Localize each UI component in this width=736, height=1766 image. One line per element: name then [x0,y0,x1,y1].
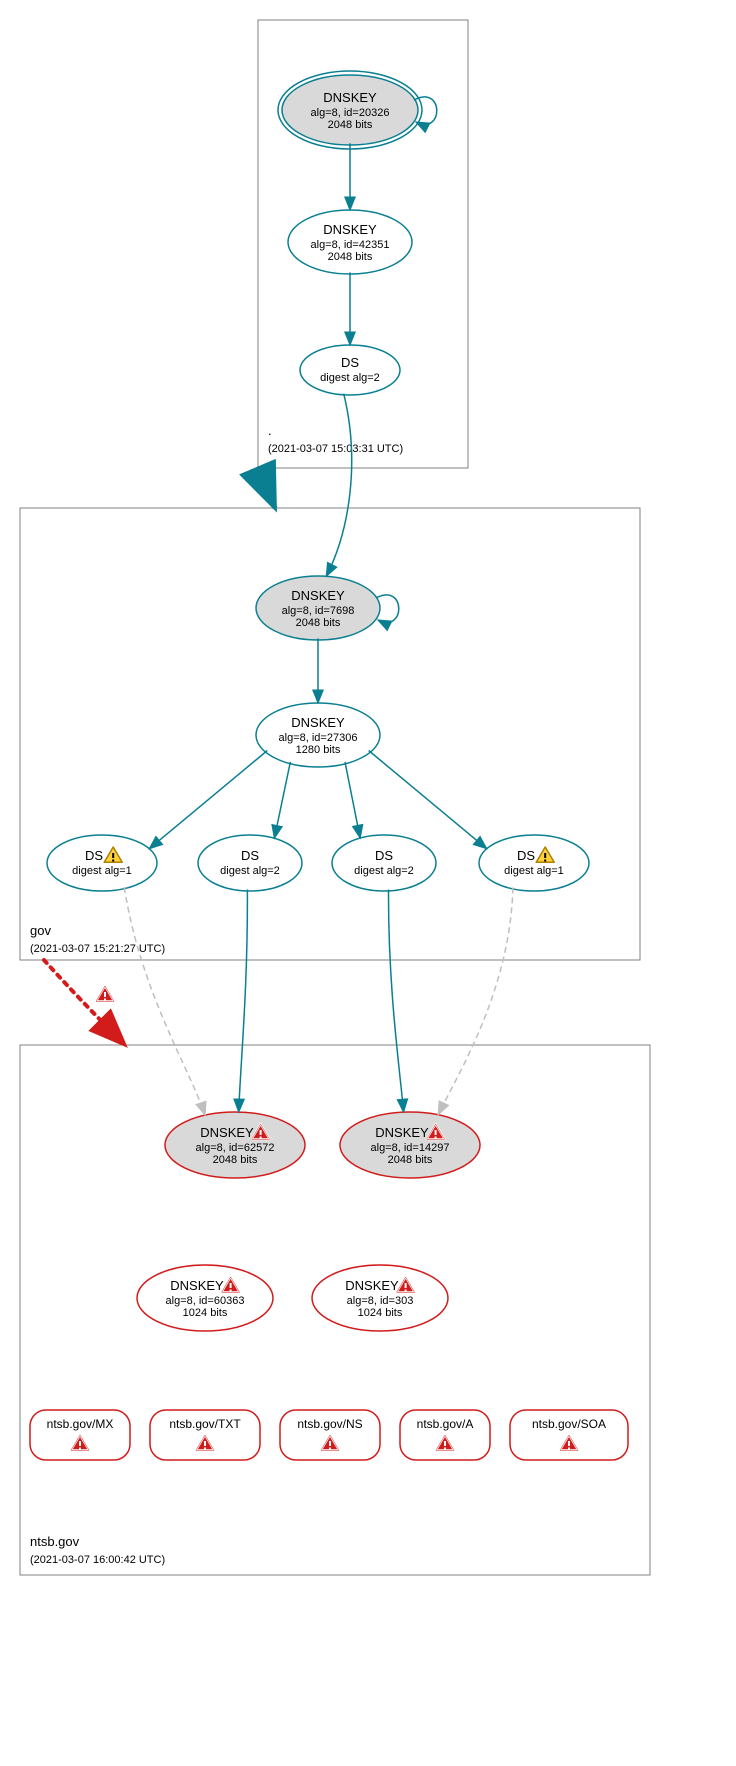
node-bits: 1280 bits [296,744,341,756]
edge-root_ds-gov_ksk [326,394,351,577]
rec-mx: ntsb.gov/MX [30,1410,130,1460]
record-label: ntsb.gov/TXT [169,1417,241,1431]
node-detail: alg=8, id=7698 [282,605,355,617]
node-title: DS [375,848,393,863]
record-label: ntsb.gov/SOA [532,1417,606,1431]
node-detail: alg=8, id=60363 [166,1295,245,1307]
edge-gov_zsk-gov_ds2 [274,762,290,838]
error-icon [96,986,114,1001]
node-ntsb_k4: DNSKEY alg=8, id=3031024 bits [312,1265,448,1331]
node-title: DNSKEY [291,588,345,603]
record-label: ntsb.gov/NS [297,1417,362,1431]
node-detail: digest alg=1 [504,865,564,877]
node-title: DNSKEY [323,90,377,105]
node-bits: 2048 bits [388,1154,433,1166]
zone-timestamp: (2021-03-07 15:03:31 UTC) [268,443,403,455]
node-detail: alg=8, id=14297 [371,1142,450,1154]
edge-gov_ds3-ntsb_k2 [389,889,404,1112]
edge-gov_zsk-gov_ds3 [345,762,360,838]
node-detail: digest alg=2 [354,865,414,877]
node-bits: 2048 bits [328,251,373,263]
dnssec-diagram: . (2021-03-07 15:03:31 UTC) gov (2021-03-07… [10,10,726,1756]
zone-edge [258,468,275,508]
edge-gov_ds2-ntsb_k1 [239,890,248,1112]
node-gov_ds4: DS digest alg=1 [479,835,589,891]
node-bits: 1024 bits [183,1307,228,1319]
node-detail: alg=8, id=42351 [311,239,390,251]
node-gov_zsk: DNSKEY alg=8, id=273061280 bits [256,703,380,767]
rec-a: ntsb.gov/A [400,1410,490,1460]
record-label: ntsb.gov/MX [47,1417,114,1431]
node-detail: alg=8, id=62572 [196,1142,275,1154]
node-title: DNSKEY [170,1278,224,1293]
node-bits: 1024 bits [358,1307,403,1319]
node-ntsb_k2: DNSKEY alg=8, id=142972048 bits [340,1112,480,1178]
node-detail: digest alg=1 [72,865,132,877]
node-detail: digest alg=2 [320,372,380,384]
node-root_zsk: DNSKEY alg=8, id=423512048 bits [288,210,412,274]
zone-edge [44,960,125,1045]
node-root_ksk: DNSKEY alg=8, id=203262048 bits [278,71,437,149]
zone-timestamp: (2021-03-07 15:21:27 UTC) [30,943,165,955]
node-title: DNSKEY [345,1278,399,1293]
node-title: DNSKEY [200,1125,254,1140]
node-ntsb_k1: DNSKEY alg=8, id=625722048 bits [165,1112,305,1178]
node-gov_ds2: DS digest alg=2 [198,835,302,891]
node-detail: alg=8, id=20326 [311,107,390,119]
node-title: DNSKEY [375,1125,429,1140]
node-title: DS [341,355,359,370]
zone-label: . [268,423,272,438]
rec-txt: ntsb.gov/TXT [150,1410,260,1460]
node-gov_ds1: DS digest alg=1 [47,835,157,891]
zone-label: gov [30,923,51,938]
node-gov_ds3: DS digest alg=2 [332,835,436,891]
node-title: DS [517,848,535,863]
zone-timestamp: (2021-03-07 16:00:42 UTC) [30,1554,165,1566]
edge-gov_ds1-ntsb_k1 [124,887,205,1115]
edge-gov_ds4-ntsb_k2 [438,887,513,1114]
zone-label: ntsb.gov [30,1534,80,1549]
node-title: DNSKEY [291,715,345,730]
node-gov_ksk: DNSKEY alg=8, id=76982048 bits [256,576,399,640]
node-title: DS [85,848,103,863]
node-bits: 2048 bits [328,119,373,131]
edge-gov_zsk-gov_ds1 [149,750,267,848]
node-detail: digest alg=2 [220,865,280,877]
record-label: ntsb.gov/A [417,1417,474,1431]
node-title: DS [241,848,259,863]
rec-soa: ntsb.gov/SOA [510,1410,628,1460]
node-detail: alg=8, id=27306 [279,732,358,744]
rec-ns: ntsb.gov/NS [280,1410,380,1460]
node-ntsb_k3: DNSKEY alg=8, id=603631024 bits [137,1265,273,1331]
node-detail: alg=8, id=303 [347,1295,414,1307]
node-title: DNSKEY [323,222,377,237]
edge-gov_zsk-gov_ds4 [369,750,487,848]
node-bits: 2048 bits [213,1154,258,1166]
node-bits: 2048 bits [296,617,341,629]
node-root_ds: DS digest alg=2 [300,345,400,395]
